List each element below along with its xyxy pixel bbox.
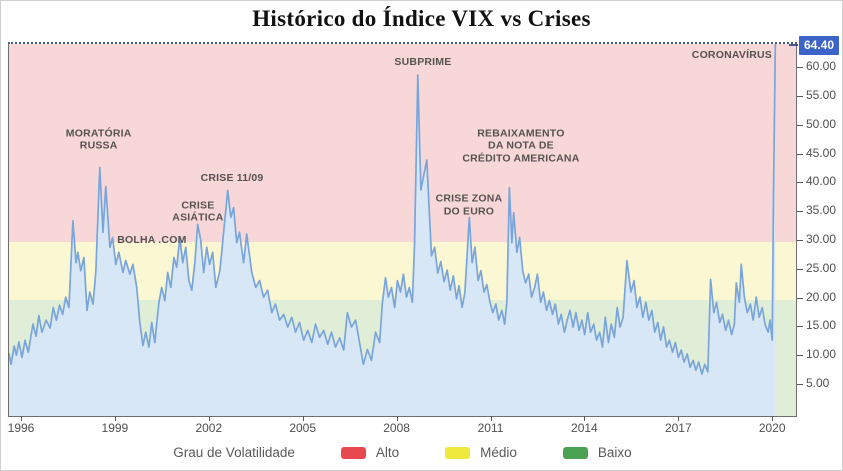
legend-label: Baixo xyxy=(597,445,632,460)
x-axis-tick xyxy=(772,416,774,421)
y-axis-tick xyxy=(797,153,803,155)
legend-swatch xyxy=(562,446,588,459)
y-axis-label: 25.00 xyxy=(806,260,837,275)
plot-area: MORATÓRIA RUSSA BOLHA .COM CRISE ASIÁTICA C… xyxy=(8,42,797,417)
y-axis-tick xyxy=(797,96,803,98)
x-axis-label: 2002 xyxy=(195,421,223,435)
y-axis-tick xyxy=(797,383,803,385)
x-axis-label: 2005 xyxy=(289,421,317,435)
y-axis-label: 45.00 xyxy=(806,145,837,160)
annotation: CORONAVÍRUS xyxy=(691,48,772,61)
annotation: SUBPRIME xyxy=(394,55,452,68)
y-axis-label: 5.00 xyxy=(806,375,830,390)
x-axis-tick xyxy=(302,416,304,421)
x-axis-tick xyxy=(114,416,116,421)
x-axis-tick xyxy=(678,416,680,421)
annotation: CRISE ZONA DO EURO xyxy=(435,192,503,218)
x-axis-tick xyxy=(21,416,22,421)
annotation: CRISE ASIÁTICA xyxy=(172,199,224,224)
chart-title: Histórico do Índice VIX vs Crises xyxy=(252,6,591,31)
x-axis-tick xyxy=(208,416,210,421)
y-axis-tick xyxy=(797,124,803,126)
y-axis-tick xyxy=(797,182,803,184)
y-axis-label: 20.00 xyxy=(806,289,837,304)
x-axis-label: 2020 xyxy=(758,421,786,435)
legend-label: Médio xyxy=(480,445,517,460)
x-axis-label: 2017 xyxy=(664,421,692,435)
y-axis-label: 55.00 xyxy=(806,88,837,103)
annotation: CRISE 11/09 xyxy=(200,171,264,184)
legend-title: Grau de Volatilidade xyxy=(173,445,295,460)
x-axis-label: 2008 xyxy=(383,421,410,435)
annotation: BOLHA .COM xyxy=(117,234,187,247)
x-axis-tick xyxy=(490,416,492,421)
y-axis-label: 10.00 xyxy=(806,347,837,362)
y-axis-tick xyxy=(797,355,803,357)
x-axis-label: 2014 xyxy=(571,421,598,435)
y-axis-label: 40.00 xyxy=(806,174,837,189)
current-value-tick xyxy=(789,44,798,46)
x-axis-tick xyxy=(584,416,586,421)
legend-item-baixo: Baixo xyxy=(562,445,632,460)
annotation: MORATÓRIA RUSSA xyxy=(65,127,132,152)
vix-line-series xyxy=(9,44,777,416)
y-axis-tick xyxy=(797,240,803,241)
x-axis-tick xyxy=(396,416,398,421)
legend-item-médio: Médio xyxy=(445,445,517,460)
y-axis-tick xyxy=(797,268,803,270)
legend: Grau de Volatilidade Alto Médio Baixo xyxy=(1,445,823,460)
x-axis-label: 1999 xyxy=(101,421,129,435)
y-axis-label: 60.00 xyxy=(806,59,837,74)
legend-swatch xyxy=(340,446,366,459)
y-axis-tick xyxy=(797,211,803,213)
y-axis-label: 35.00 xyxy=(806,203,837,218)
x-axis-label: 1996 xyxy=(7,421,35,435)
y-axis-label: 50.00 xyxy=(806,116,837,131)
legend-label: Alto xyxy=(375,445,400,460)
x-axis-label: 2011 xyxy=(477,421,504,435)
legend-swatch xyxy=(445,446,471,459)
y-axis-label: 30.00 xyxy=(806,232,837,246)
y-axis-tick xyxy=(797,67,803,69)
zone-alto xyxy=(9,44,796,242)
y-axis-tick xyxy=(797,326,803,328)
current-value-badge: 64.40 xyxy=(799,36,840,55)
y-axis-label: 15.00 xyxy=(806,318,837,333)
y-axis-tick xyxy=(797,297,803,299)
annotation: REBAIXAMENTO DA NOTA DE CRÉDITO AMERICAN… xyxy=(462,127,580,165)
legend-item-alto: Alto xyxy=(340,445,400,460)
